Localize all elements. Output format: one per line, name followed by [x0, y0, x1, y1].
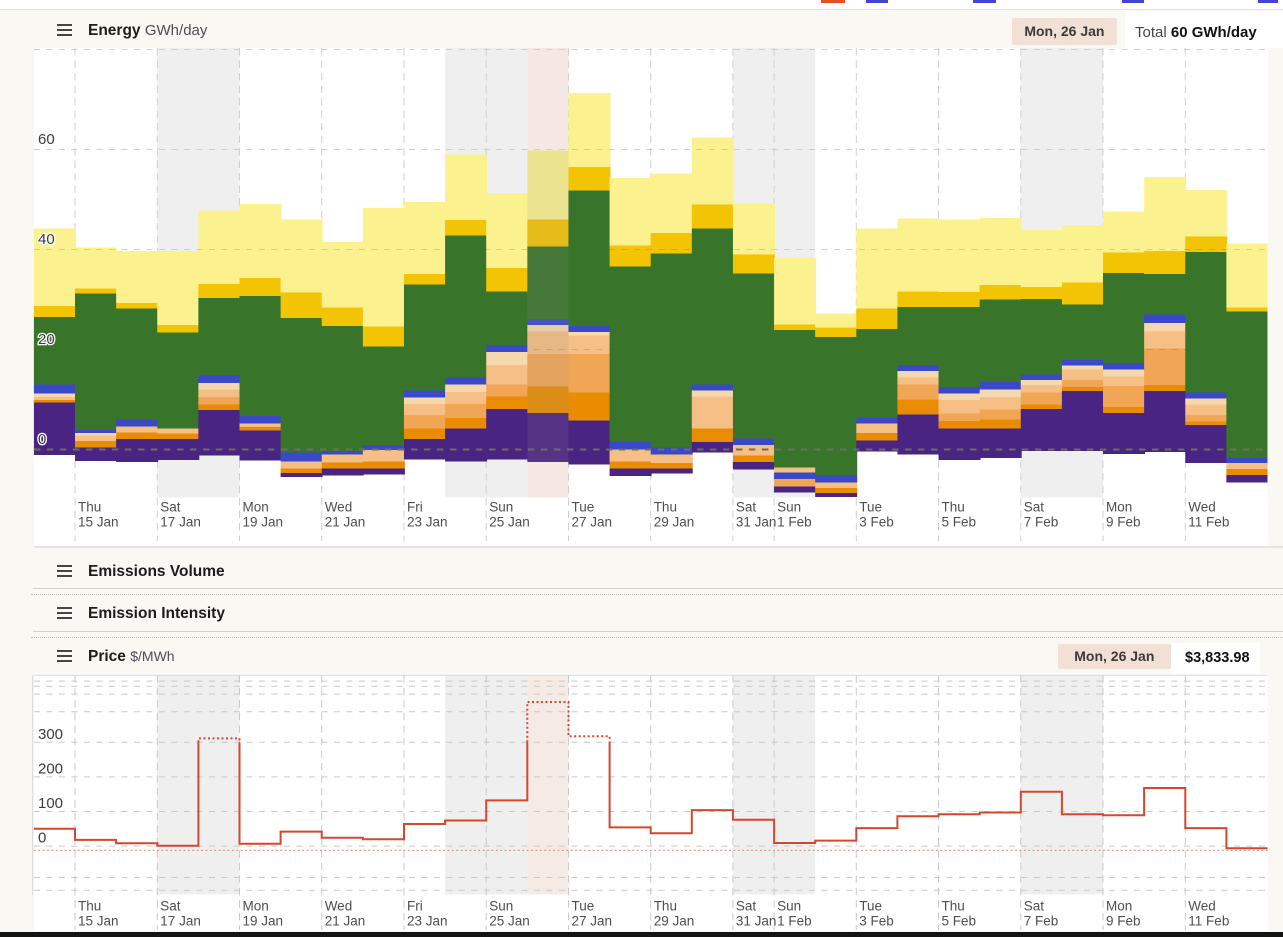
svg-text:27 Jan: 27 Jan [572, 515, 613, 530]
svg-text:Thu: Thu [78, 899, 101, 914]
svg-text:17 Jan: 17 Jan [160, 515, 201, 530]
svg-text:Mon: Mon [1106, 899, 1132, 914]
svg-text:Thu: Thu [654, 500, 677, 515]
svg-text:21 Jan: 21 Jan [325, 515, 366, 530]
svg-text:29 Jan: 29 Jan [654, 515, 695, 530]
svg-text:Thu: Thu [654, 899, 677, 914]
svg-text:Wed: Wed [1188, 899, 1216, 914]
svg-text:7 Feb: 7 Feb [1024, 914, 1059, 929]
svg-text:1 Feb: 1 Feb [777, 914, 812, 929]
svg-text:100: 100 [38, 795, 63, 812]
svg-text:25 Jan: 25 Jan [489, 515, 530, 530]
svg-text:Sat: Sat [160, 899, 181, 914]
svg-text:15 Jan: 15 Jan [78, 515, 119, 530]
svg-text:Sun: Sun [777, 500, 801, 515]
svg-text:Wed: Wed [325, 500, 353, 515]
svg-text:19 Jan: 19 Jan [243, 914, 284, 929]
svg-text:300: 300 [38, 726, 63, 743]
svg-text:Mon: Mon [243, 899, 269, 914]
svg-text:23 Jan: 23 Jan [407, 914, 448, 929]
svg-text:Mon: Mon [1106, 500, 1132, 515]
svg-text:Thu: Thu [942, 899, 965, 914]
svg-text:Sat: Sat [736, 899, 757, 914]
svg-text:0: 0 [38, 431, 46, 448]
svg-text:Sun: Sun [489, 899, 513, 914]
svg-text:25 Jan: 25 Jan [489, 914, 530, 929]
svg-text:Wed: Wed [325, 899, 353, 914]
svg-text:31 Jan: 31 Jan [736, 515, 777, 530]
svg-text:Sun: Sun [777, 899, 801, 914]
svg-text:Wed: Wed [1188, 500, 1216, 515]
svg-text:9 Feb: 9 Feb [1106, 515, 1141, 530]
svg-text:9 Feb: 9 Feb [1106, 914, 1141, 929]
svg-text:5 Feb: 5 Feb [942, 914, 977, 929]
svg-text:29 Jan: 29 Jan [654, 914, 695, 929]
svg-text:27 Jan: 27 Jan [572, 914, 613, 929]
svg-text:Sat: Sat [1024, 899, 1045, 914]
svg-text:3 Feb: 3 Feb [859, 914, 894, 929]
svg-text:0: 0 [38, 830, 46, 847]
svg-text:7 Feb: 7 Feb [1024, 515, 1059, 530]
svg-text:Thu: Thu [78, 500, 101, 515]
svg-text:Tue: Tue [572, 500, 595, 515]
svg-text:200: 200 [38, 760, 63, 777]
svg-text:Tue: Tue [859, 500, 882, 515]
svg-text:Tue: Tue [859, 899, 882, 914]
svg-text:Fri: Fri [407, 899, 423, 914]
svg-text:60: 60 [38, 131, 55, 148]
svg-text:Sun: Sun [489, 500, 513, 515]
svg-text:11 Feb: 11 Feb [1188, 515, 1229, 530]
svg-text:17 Jan: 17 Jan [160, 914, 201, 929]
svg-text:21 Jan: 21 Jan [325, 914, 366, 929]
svg-text:Sat: Sat [736, 500, 757, 515]
svg-text:31 Jan: 31 Jan [736, 914, 777, 929]
svg-text:Thu: Thu [942, 500, 965, 515]
svg-text:11 Feb: 11 Feb [1188, 914, 1229, 929]
svg-text:23 Jan: 23 Jan [407, 515, 448, 530]
svg-text:Fri: Fri [407, 500, 423, 515]
svg-text:5 Feb: 5 Feb [942, 515, 977, 530]
svg-text:15 Jan: 15 Jan [78, 914, 119, 929]
svg-text:Mon: Mon [243, 500, 269, 515]
svg-text:Sat: Sat [1024, 500, 1045, 515]
svg-text:1 Feb: 1 Feb [777, 515, 812, 530]
svg-text:Sat: Sat [160, 500, 181, 515]
svg-text:20: 20 [38, 331, 55, 348]
svg-text:40: 40 [38, 231, 55, 248]
svg-text:19 Jan: 19 Jan [243, 515, 284, 530]
svg-text:3 Feb: 3 Feb [859, 515, 894, 530]
svg-text:Tue: Tue [572, 899, 595, 914]
